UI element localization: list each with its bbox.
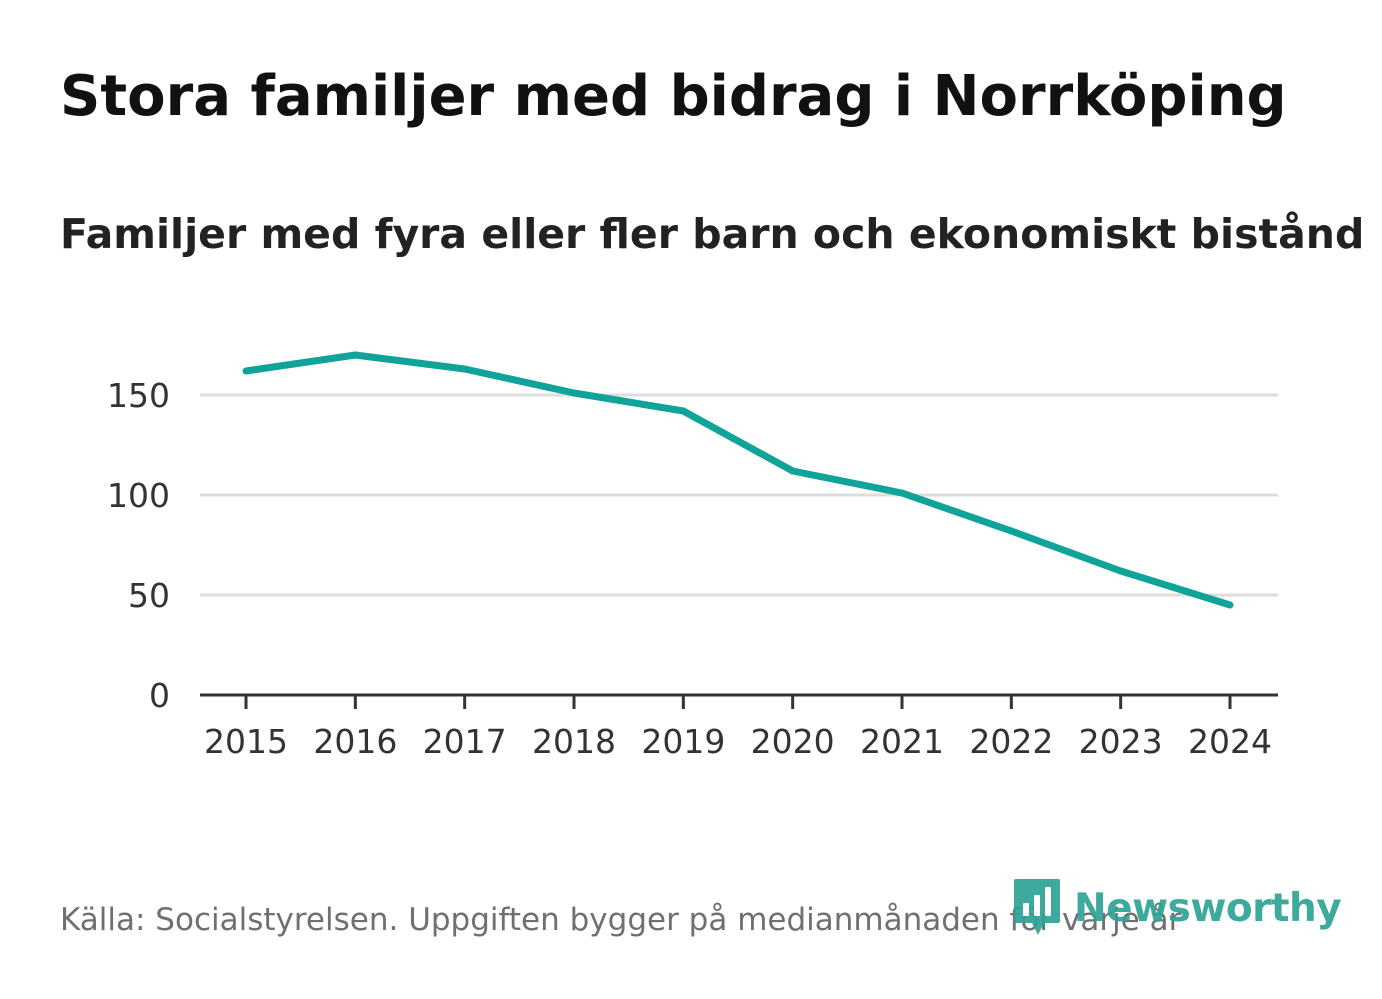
bar-chart-badge-icon: [1014, 879, 1060, 935]
data-point-2019: 2019: 142: [679, 407, 687, 415]
x-tick-label-2017: 2017: [423, 722, 507, 761]
x-tick-label-2015: 2015: [204, 722, 288, 761]
chart-subtitle: Familjer med fyra eller fler barn och ek…: [60, 210, 1365, 258]
data-point-2022: 2022: 82: [1007, 527, 1015, 535]
x-tick-label-2021: 2021: [860, 722, 944, 761]
x-tick-label-2018: 2018: [532, 722, 616, 761]
x-axis: 2015 2016 2017 2018 2019 2020 2021 2022 2023 2024: [200, 693, 1278, 761]
y-axis-tick-labels: 0 50 100 150: [107, 376, 170, 715]
chart-title: Stora familjer med bidrag i Norrköping: [60, 64, 1287, 129]
series-line-0: [245, 351, 1232, 609]
data-point-2017: 2017: 163: [461, 365, 469, 373]
series-layer: 2015: 162 2016: 170 2017: 163 2018: 151 2019…: [242, 351, 1234, 609]
data-point-2016: 2016: 170: [351, 351, 359, 359]
x-tick-label-2019: 2019: [641, 722, 725, 761]
data-point-2021: 2021: 101: [898, 489, 906, 497]
y-tick-label-150: 150: [107, 376, 170, 415]
x-tick-label-2022: 2022: [969, 722, 1053, 761]
y-tick-label-50: 50: [128, 576, 170, 615]
data-point-2018: 2018: 151: [570, 389, 578, 397]
data-point-2015: 2015: 162: [242, 367, 250, 375]
data-point-2023: 2023: 62: [1117, 567, 1125, 575]
newsworthy-logo: Newsworthy: [1012, 876, 1342, 940]
brand-name: Newsworthy: [1074, 885, 1342, 931]
x-tick-label-2016: 2016: [313, 722, 397, 761]
y-tick-label-100: 100: [107, 476, 170, 515]
x-tick-label-2023: 2023: [1079, 722, 1163, 761]
data-point-2020: 2020: 112: [789, 467, 797, 475]
x-tick-label-2020: 2020: [751, 722, 835, 761]
source-note: Källa: Socialstyrelsen. Uppgiften bygger…: [60, 902, 1182, 938]
x-tick-label-2024: 2024: [1188, 722, 1272, 761]
gridlines: [200, 393, 1278, 597]
y-tick-label-0: 0: [149, 676, 170, 715]
data-point-2024: 2024: 45: [1226, 601, 1234, 609]
